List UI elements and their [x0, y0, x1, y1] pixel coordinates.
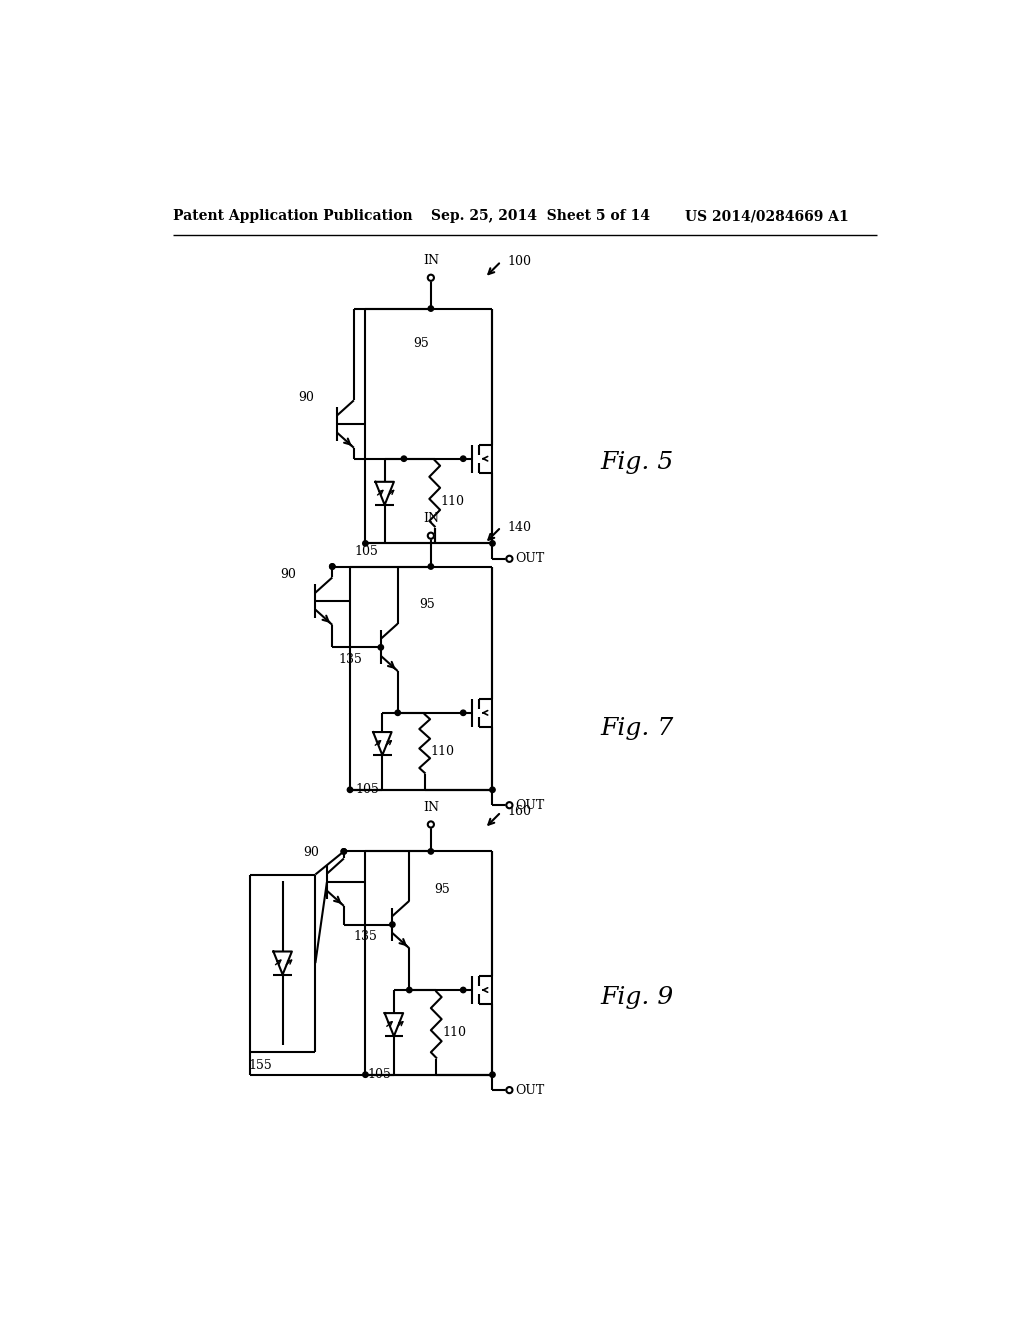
Text: 105: 105 [367, 1068, 391, 1081]
Circle shape [428, 849, 433, 854]
Text: OUT: OUT [515, 1084, 545, 1097]
Text: 160: 160 [507, 805, 531, 818]
Circle shape [506, 803, 512, 808]
Text: IN: IN [423, 801, 439, 813]
Circle shape [428, 275, 434, 281]
Text: 105: 105 [354, 545, 379, 557]
Circle shape [378, 644, 384, 649]
Circle shape [341, 849, 346, 854]
Circle shape [506, 556, 512, 562]
Text: Fig. 7: Fig. 7 [600, 717, 674, 739]
Circle shape [347, 787, 352, 792]
Text: 135: 135 [339, 653, 362, 667]
Circle shape [461, 710, 466, 715]
Circle shape [362, 1072, 368, 1077]
Text: Fig. 5: Fig. 5 [600, 451, 674, 474]
Text: 110: 110 [431, 744, 455, 758]
Circle shape [362, 541, 368, 546]
Circle shape [506, 1088, 512, 1093]
Circle shape [341, 849, 346, 854]
Text: OUT: OUT [515, 552, 545, 565]
Circle shape [428, 564, 433, 569]
Text: 135: 135 [354, 931, 378, 944]
Text: IN: IN [423, 253, 439, 267]
Text: 110: 110 [442, 1026, 466, 1039]
Text: 105: 105 [355, 783, 379, 796]
Circle shape [461, 455, 466, 462]
Circle shape [428, 532, 434, 539]
Circle shape [489, 787, 496, 792]
Circle shape [407, 987, 412, 993]
Text: 155: 155 [249, 1059, 272, 1072]
Text: US 2014/0284669 A1: US 2014/0284669 A1 [685, 209, 849, 223]
Circle shape [489, 541, 496, 546]
Text: 95: 95 [435, 883, 451, 896]
Circle shape [428, 306, 433, 312]
Circle shape [395, 710, 400, 715]
Text: 95: 95 [419, 598, 435, 611]
Text: OUT: OUT [515, 799, 545, 812]
Text: 95: 95 [413, 337, 429, 350]
Text: Fig. 9: Fig. 9 [600, 986, 674, 1010]
Circle shape [330, 564, 335, 569]
Text: 90: 90 [303, 846, 319, 859]
Circle shape [390, 921, 395, 927]
Circle shape [401, 455, 407, 462]
Text: Sep. 25, 2014  Sheet 5 of 14: Sep. 25, 2014 Sheet 5 of 14 [431, 209, 650, 223]
Text: IN: IN [423, 512, 439, 525]
Text: 90: 90 [298, 391, 313, 404]
Circle shape [489, 1072, 496, 1077]
Circle shape [428, 821, 434, 828]
Text: Patent Application Publication: Patent Application Publication [173, 209, 413, 223]
Circle shape [461, 987, 466, 993]
Text: 110: 110 [441, 495, 465, 508]
Text: 140: 140 [507, 520, 531, 533]
Text: 100: 100 [507, 255, 531, 268]
Text: 90: 90 [281, 568, 296, 581]
Circle shape [330, 564, 335, 569]
